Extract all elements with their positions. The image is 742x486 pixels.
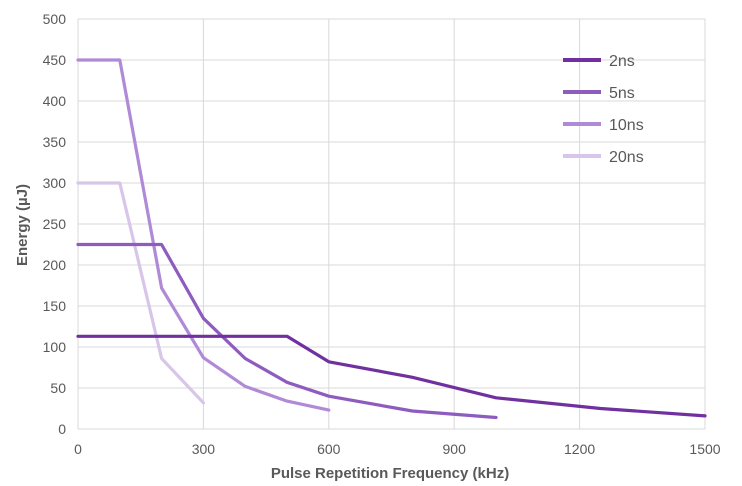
x-axis-ticks: 0 300 600 900 1200 1500 (74, 441, 721, 457)
y-tick-label: 50 (50, 380, 66, 396)
y-tick-label: 400 (43, 93, 67, 109)
y-tick-label: 200 (43, 257, 67, 273)
y-tick-label: 0 (58, 421, 66, 437)
x-tick-label: 1500 (689, 441, 720, 457)
y-tick-label: 500 (43, 11, 67, 27)
x-tick-label: 300 (192, 441, 216, 457)
x-tick-label: 1200 (564, 441, 595, 457)
y-axis-ticks: 0 50 100 150 200 250 300 350 400 450 500 (43, 11, 67, 437)
legend-label-20ns: 20ns (609, 149, 644, 166)
y-tick-label: 450 (43, 52, 67, 68)
y-tick-label: 150 (43, 298, 67, 314)
x-tick-label: 900 (443, 441, 467, 457)
legend-label-5ns: 5ns (609, 85, 635, 102)
series-line-5ns (76, 242, 498, 420)
x-tick-label: 0 (74, 441, 82, 457)
series-lines (76, 58, 707, 420)
y-axis-title: Energy (µJ) (14, 184, 31, 266)
series-line-20ns (76, 181, 205, 405)
y-tick-label: 350 (43, 134, 67, 150)
legend-label-2ns: 2ns (609, 53, 635, 70)
legend-label-10ns: 10ns (609, 117, 644, 134)
series-line-2ns (76, 334, 707, 418)
series-line-10ns (76, 58, 331, 412)
y-tick-label: 250 (43, 216, 67, 232)
y-tick-label: 100 (43, 339, 67, 355)
y-tick-label: 300 (43, 175, 67, 191)
x-axis-title: Pulse Repetition Frequency (kHz) (271, 465, 509, 482)
legend: 2ns 5ns 10ns 20ns (563, 53, 644, 166)
x-tick-label: 600 (317, 441, 341, 457)
